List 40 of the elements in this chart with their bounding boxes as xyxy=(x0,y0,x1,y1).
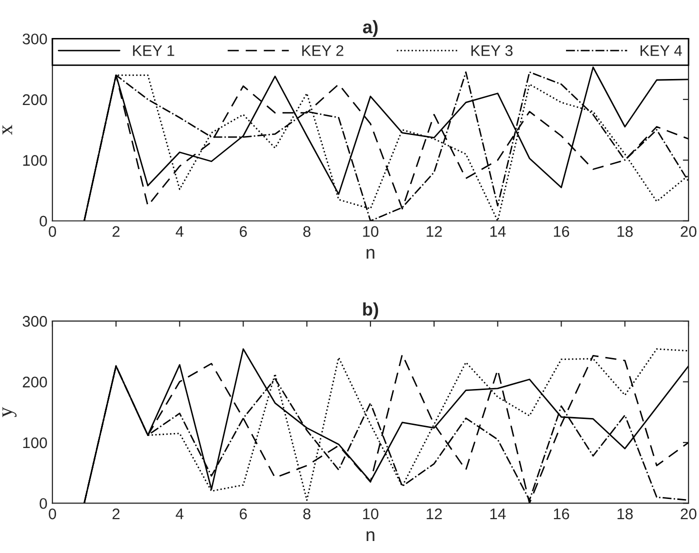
legend-label: KEY 1 xyxy=(133,45,174,56)
x-tick-label: 10 xyxy=(363,508,378,520)
y-tick-label: 200 xyxy=(22,94,47,106)
x-tick-label: 4 xyxy=(176,508,184,520)
x-tick-label: 20 xyxy=(680,508,696,520)
y-axis-title: y xyxy=(2,407,17,418)
x-tick-label: 2 xyxy=(112,226,120,237)
legend-label: KEY 3 xyxy=(471,45,513,56)
x-tick-label: 0 xyxy=(48,508,56,520)
x-tick-label: 8 xyxy=(303,508,310,520)
x-tick-label: 8 xyxy=(303,226,310,237)
x-tick-label: 12 xyxy=(426,508,442,520)
x-tick-label: 14 xyxy=(490,508,506,520)
x-tick-label: 12 xyxy=(426,226,442,237)
y-tick-label: 100 xyxy=(23,155,47,166)
chart-title: a) xyxy=(362,20,378,37)
x-tick-label: 18 xyxy=(618,226,633,237)
x-tick-label: 18 xyxy=(618,508,633,520)
y-tick-label: 300 xyxy=(22,34,47,44)
x-tick-label: 14 xyxy=(490,226,506,237)
x-tick-label: 0 xyxy=(48,226,56,237)
y-tick-label: 300 xyxy=(22,316,47,327)
x-tick-label: 10 xyxy=(363,226,378,237)
y-tick-label: 0 xyxy=(40,216,47,227)
x-tick-label: 20 xyxy=(680,226,696,237)
y-axis-title: x xyxy=(2,124,12,135)
legend-label: KEY 4 xyxy=(640,45,682,56)
x-tick-label: 16 xyxy=(554,508,570,520)
x-tick-label: 6 xyxy=(240,508,247,520)
x-tick-label: 16 xyxy=(554,226,570,237)
legend-label: KEY 2 xyxy=(302,45,344,56)
y-tick-label: 100 xyxy=(23,437,47,448)
x-tick-label: 4 xyxy=(176,226,184,237)
chart-title: b) xyxy=(363,302,378,320)
x-tick-label: 2 xyxy=(112,508,120,520)
y-tick-label: 0 xyxy=(40,498,47,509)
x-axis-title: n xyxy=(366,248,374,259)
y-tick-label: 200 xyxy=(22,376,47,388)
x-tick-label: 6 xyxy=(240,226,247,237)
x-axis-title: n xyxy=(366,531,374,541)
